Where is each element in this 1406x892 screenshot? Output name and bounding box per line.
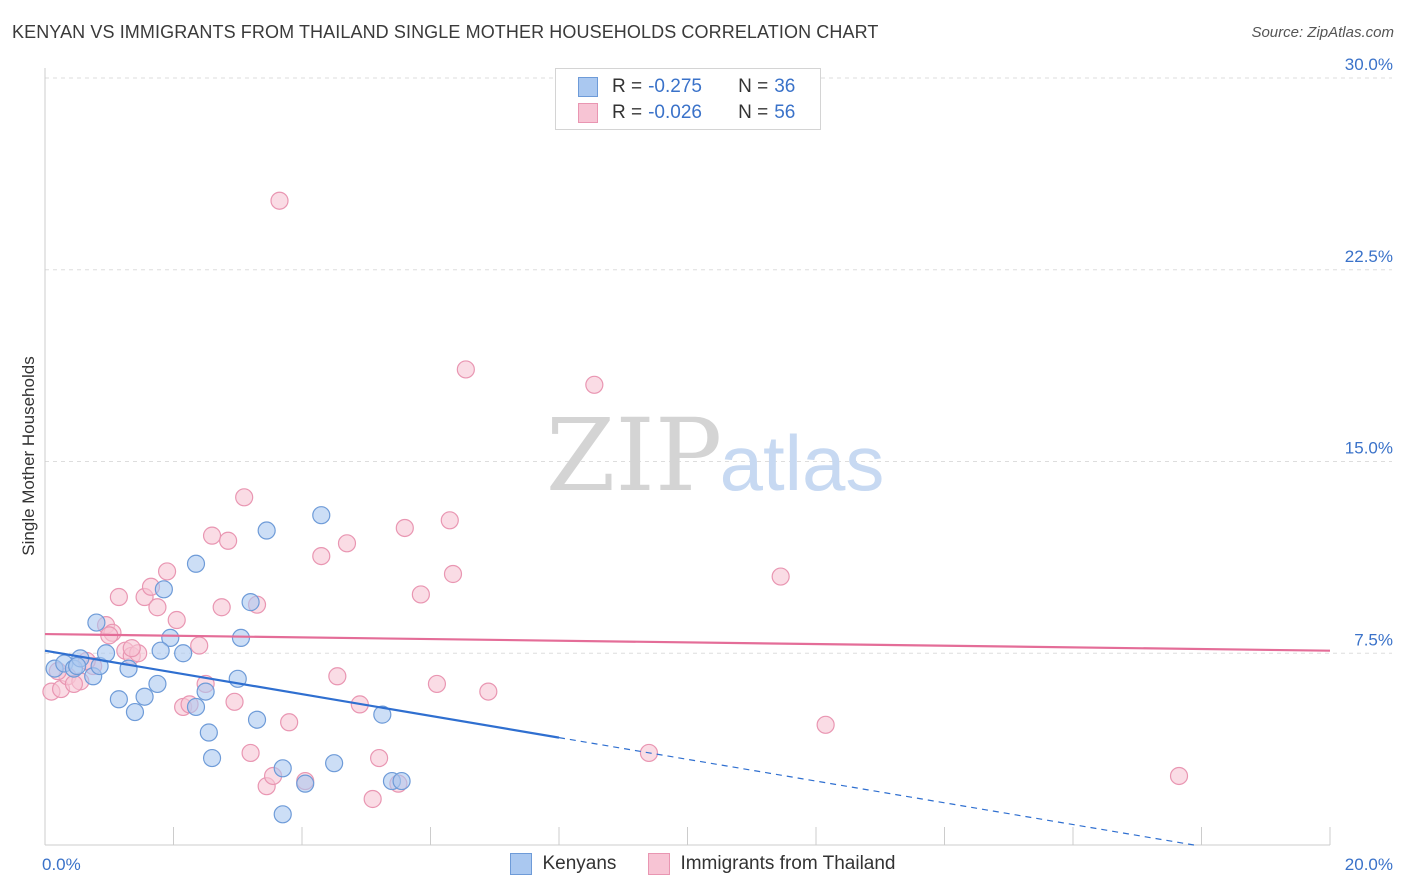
thailand-point <box>427 674 447 694</box>
thailand-point <box>771 567 790 586</box>
y-tick-label: 30.0% <box>1345 55 1393 74</box>
thailand-point <box>235 488 254 507</box>
kenyan-point <box>154 580 173 599</box>
thailand-legend-swatch <box>648 853 671 875</box>
kenyan-point <box>119 659 138 678</box>
label-layer: 7.5% 15.0% 22.5% 30.0% 0.0% 20.0% Single Mothe… <box>19 55 1393 874</box>
thailand-point <box>280 713 299 732</box>
axis-layer <box>44 68 1331 846</box>
kenyan-point <box>151 641 170 660</box>
kenyan-point <box>392 771 411 791</box>
r-value: -0.275 <box>648 76 702 97</box>
n-label: N = <box>738 102 769 123</box>
grid-layer <box>45 77 1392 654</box>
thailand-point <box>312 546 331 566</box>
x-tick-label-min: 0.0% <box>42 855 81 874</box>
thailand-point <box>443 564 463 584</box>
kenyan-point <box>199 723 218 742</box>
thailand-point <box>337 534 357 553</box>
kenyan-point <box>247 710 267 729</box>
kenyans-swatch <box>578 77 598 97</box>
kenyan-point <box>196 682 215 701</box>
kenyan-point <box>125 702 145 722</box>
thailand-point <box>395 518 414 538</box>
thailand-point <box>479 682 498 701</box>
n-label: N = <box>738 76 769 97</box>
kenyan-point <box>312 506 331 525</box>
kenyan-point <box>202 748 222 768</box>
legend-row-kenyans: R = -0.275 N = 36 <box>578 75 795 99</box>
thailand-point <box>370 748 389 768</box>
kenyan-point <box>148 674 167 694</box>
series-legend: Kenyans Immigrants from Thailand <box>0 850 1406 878</box>
kenyans-legend-swatch <box>510 853 533 875</box>
legend-label-thailand: Immigrants from Thailand <box>680 853 896 874</box>
correlation-legend: R = -0.275 N = 36 R = -0.026 N = 56 <box>555 68 821 130</box>
kenyans-trend-line <box>44 649 560 739</box>
r-label: R = <box>612 102 643 123</box>
thailand-point <box>411 585 430 604</box>
thailand-point <box>585 375 604 394</box>
y-tick-label: 22.5% <box>1345 247 1393 266</box>
y-tick-label: 15.0% <box>1345 439 1393 458</box>
thailand-point <box>148 598 167 617</box>
thailand-point <box>157 562 177 581</box>
legend-item-kenyans: Kenyans <box>510 853 616 875</box>
trend-layer <box>44 632 1331 846</box>
thailand-point <box>456 360 475 379</box>
legend-label-kenyans: Kenyans <box>542 853 617 874</box>
thailand-point <box>1169 766 1189 786</box>
kenyan-point <box>186 554 206 573</box>
kenyan-point <box>87 613 106 632</box>
kenyan-point <box>161 628 180 648</box>
thailand-swatch <box>578 103 598 123</box>
kenyan-point <box>325 754 344 773</box>
thailand-point <box>202 526 222 545</box>
kenyan-point <box>231 628 251 648</box>
legend-row-thailand: R = -0.026 N = 56 <box>578 101 795 125</box>
thailand-point <box>219 531 238 550</box>
thailand-trend-line <box>44 632 1331 652</box>
watermark: ZIP atlas <box>546 397 885 514</box>
points-layer <box>42 191 1189 824</box>
thailand-point <box>225 692 244 711</box>
n-value: 56 <box>774 102 796 123</box>
kenyans-trend-extension <box>558 737 1195 846</box>
kenyan-point <box>109 690 128 709</box>
kenyan-point <box>273 759 292 778</box>
thailand-point <box>363 789 382 809</box>
r-label: R = <box>612 76 643 97</box>
thailand-point <box>816 715 835 734</box>
kenyan-point <box>296 774 315 793</box>
kenyan-point <box>68 656 87 676</box>
thailand-point <box>122 639 141 658</box>
thailand-point <box>328 667 347 686</box>
kenyan-point <box>241 593 260 612</box>
kenyan-point <box>174 644 193 663</box>
n-value: 36 <box>774 76 796 97</box>
chart-title: KENYAN VS IMMIGRANTS FROM THAILAND SINGL… <box>12 22 879 42</box>
y-tick-label: 7.5% <box>1354 630 1393 649</box>
chart-source: Source: ZipAtlas.com <box>1251 24 1394 41</box>
kenyan-point <box>273 805 292 824</box>
kenyan-point <box>186 697 206 717</box>
kenyan-point <box>257 521 276 540</box>
watermark-atlas: atlas <box>720 419 885 507</box>
thailand-point <box>109 587 128 607</box>
y-axis-label: Single Mother Households <box>19 356 38 555</box>
legend-item-thailand: Immigrants from Thailand <box>648 853 896 875</box>
r-value: -0.026 <box>648 102 702 123</box>
kenyan-point <box>135 687 154 706</box>
thailand-point <box>64 674 84 694</box>
thailand-point <box>241 743 260 763</box>
thailand-point <box>190 636 209 655</box>
kenyan-point <box>373 705 392 724</box>
watermark-zip: ZIP <box>546 397 722 514</box>
x-tick-label-max: 20.0% <box>1345 855 1393 874</box>
thailand-point <box>167 610 186 630</box>
thailand-point <box>270 191 289 210</box>
thailand-point <box>212 598 231 617</box>
thailand-point <box>440 511 459 530</box>
